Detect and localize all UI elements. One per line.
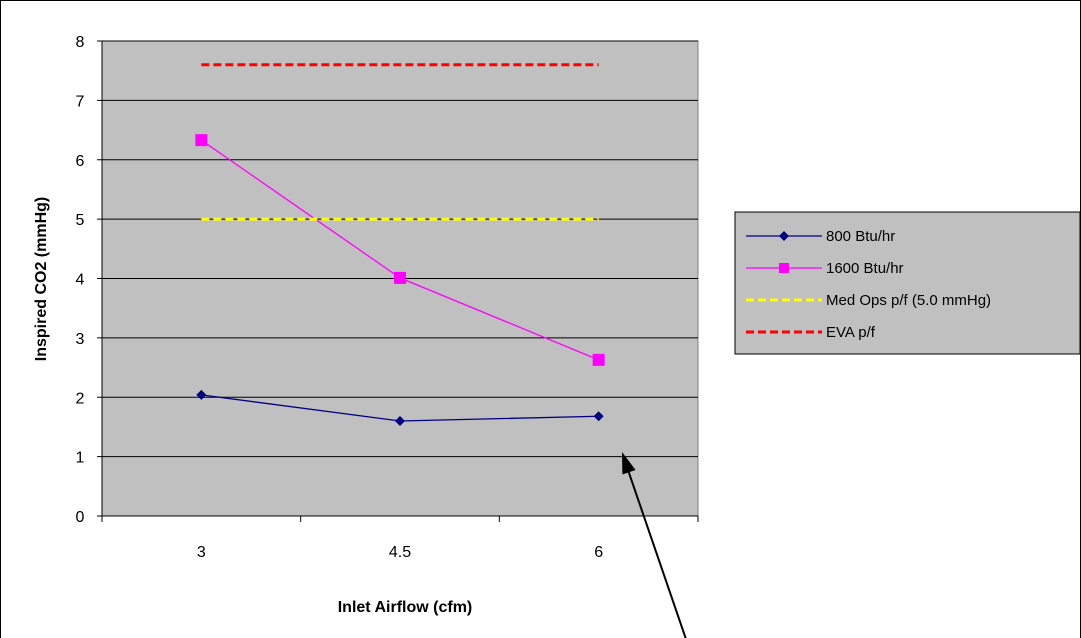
y-tick-label-2: 2 — [76, 390, 85, 407]
point-0-0 — [196, 389, 207, 400]
y-axis-title: Inspired CO2 (mmHg) — [33, 197, 50, 361]
arrow-shaft — [627, 469, 687, 638]
y-axis: 0 1 2 3 4 5 6 7 8 — [76, 34, 103, 526]
legend-label-1: 1600 Btu/hr — [826, 260, 904, 277]
y-tick-label-6: 6 — [76, 153, 85, 170]
legend-marker-0 — [779, 231, 789, 241]
legend-label-3: EVA p/f — [826, 324, 876, 341]
series-1 — [195, 134, 605, 366]
y-tick-label-5: 5 — [76, 212, 85, 229]
point-0-2 — [593, 411, 604, 422]
x-axis-title: Inlet Airflow (cfm) — [338, 599, 473, 616]
point-1-2 — [592, 353, 605, 366]
legend: 800 Btu/hr 1600 Btu/hr Med Ops p/f (5.0 mm… — [734, 211, 1081, 355]
x-axis: 3 4.5 6 — [101, 515, 699, 561]
y-tick-label-0: 0 — [76, 509, 85, 526]
point-0-1 — [395, 416, 405, 426]
y-tick-label-7: 7 — [76, 93, 85, 110]
point-1-0 — [195, 134, 208, 147]
legend-label-0: 800 Btu/hr — [826, 228, 895, 245]
arrow-head — [622, 452, 636, 475]
legend-marker-1 — [779, 263, 789, 273]
y-tick-label-4: 4 — [76, 272, 85, 289]
legend-label-2: Med Ops p/f (5.0 mmHg) — [826, 292, 991, 309]
point-1-1 — [394, 271, 406, 284]
y-tick-label-1: 1 — [76, 450, 85, 467]
x-tick-label-6: 6 — [594, 544, 603, 561]
y-tick-label-3: 3 — [76, 331, 85, 348]
annotation-arrow — [622, 452, 687, 638]
series-layer — [195, 63, 605, 426]
x-tick-label-4.5: 4.5 — [389, 544, 411, 561]
y-tick-label-8: 8 — [76, 34, 85, 51]
x-tick-label-3: 3 — [197, 544, 206, 561]
series-0 — [196, 389, 604, 426]
